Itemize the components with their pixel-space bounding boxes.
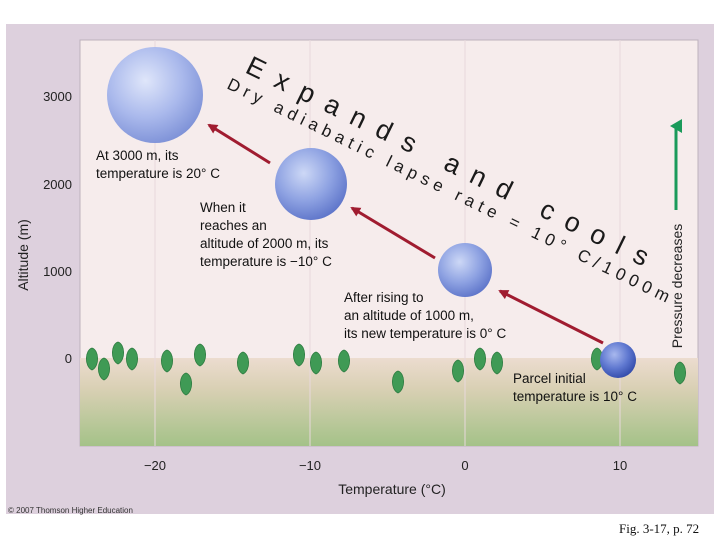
x-tick-label: 10 bbox=[613, 458, 627, 473]
y-axis-title: Altitude (m) bbox=[15, 219, 31, 291]
y-tick-label: 2000 bbox=[43, 177, 72, 192]
caption-1000m-line: After rising to bbox=[344, 290, 424, 305]
x-tick-label: −10 bbox=[299, 458, 321, 473]
caption-ground-line: Parcel initial bbox=[513, 371, 586, 386]
tree-icon bbox=[193, 343, 207, 367]
tree-icon bbox=[473, 347, 487, 371]
caption-2000m-line: reaches an bbox=[200, 218, 267, 233]
tree-icon bbox=[309, 351, 323, 375]
ground-band bbox=[80, 358, 698, 446]
air-parcels bbox=[107, 47, 636, 378]
tree-icon bbox=[590, 347, 604, 371]
tree-icon bbox=[111, 341, 125, 365]
caption-3000m-line: temperature is 20° C bbox=[96, 166, 220, 181]
air-parcel-3000m bbox=[107, 47, 203, 143]
tree-icon bbox=[292, 343, 306, 367]
ascent-arrow bbox=[350, 206, 436, 260]
x-axis-title: Temperature (°C) bbox=[338, 481, 446, 497]
caption-2000m-line: altitude of 2000 m, its bbox=[200, 236, 329, 251]
ascent-arrow bbox=[207, 123, 271, 165]
caption-2000m-line: When it bbox=[200, 200, 246, 215]
caption-3000m-line: At 3000 m, its bbox=[96, 148, 179, 163]
tree-icon bbox=[391, 370, 405, 394]
pressure-indicator: Pressure decreases bbox=[669, 119, 685, 349]
air-parcel-2000m bbox=[275, 148, 347, 220]
pressure-decreases-label: Pressure decreases bbox=[669, 224, 685, 349]
y-tick-label: 1000 bbox=[43, 264, 72, 279]
tree-icon bbox=[337, 349, 351, 373]
caption-ground-line: temperature is 10° C bbox=[513, 389, 637, 404]
air-parcel-ground bbox=[600, 342, 636, 378]
tree-icon bbox=[97, 357, 111, 381]
caption-1000m-line: an altitude of 1000 m, bbox=[344, 308, 474, 323]
air-parcel-1000m bbox=[438, 243, 492, 297]
x-tick-label: 0 bbox=[461, 458, 468, 473]
tree-icon bbox=[236, 351, 250, 375]
ascent-arrows bbox=[207, 123, 604, 345]
tree-icon bbox=[490, 351, 504, 375]
copyright-notice: © 2007 Thomson Higher Education bbox=[8, 506, 133, 515]
tree-icon bbox=[160, 349, 174, 373]
y-tick-label: 0 bbox=[65, 351, 72, 366]
y-tick-label: 3000 bbox=[43, 89, 72, 104]
tree-icon bbox=[125, 347, 139, 371]
x-tick-label: −20 bbox=[144, 458, 166, 473]
caption-1000m-line: its new temperature is 0° C bbox=[344, 326, 506, 341]
caption-2000m-line: temperature is −10° C bbox=[200, 254, 332, 269]
x-axis: −20 −10 0 10 Temperature (°C) bbox=[144, 458, 627, 497]
tree-icon bbox=[673, 361, 687, 385]
tree-icon bbox=[451, 359, 465, 383]
figure-reference: Fig. 3-17, p. 72 bbox=[619, 521, 700, 536]
ascent-arrow bbox=[498, 289, 604, 345]
y-axis: 3000 2000 1000 0 Altitude (m) bbox=[15, 89, 72, 366]
parcel-captions: Parcel initial temperature is 10° C Afte… bbox=[96, 148, 637, 404]
tree-icon bbox=[85, 347, 99, 371]
tree-row bbox=[85, 341, 687, 396]
tree-icon bbox=[179, 372, 193, 396]
